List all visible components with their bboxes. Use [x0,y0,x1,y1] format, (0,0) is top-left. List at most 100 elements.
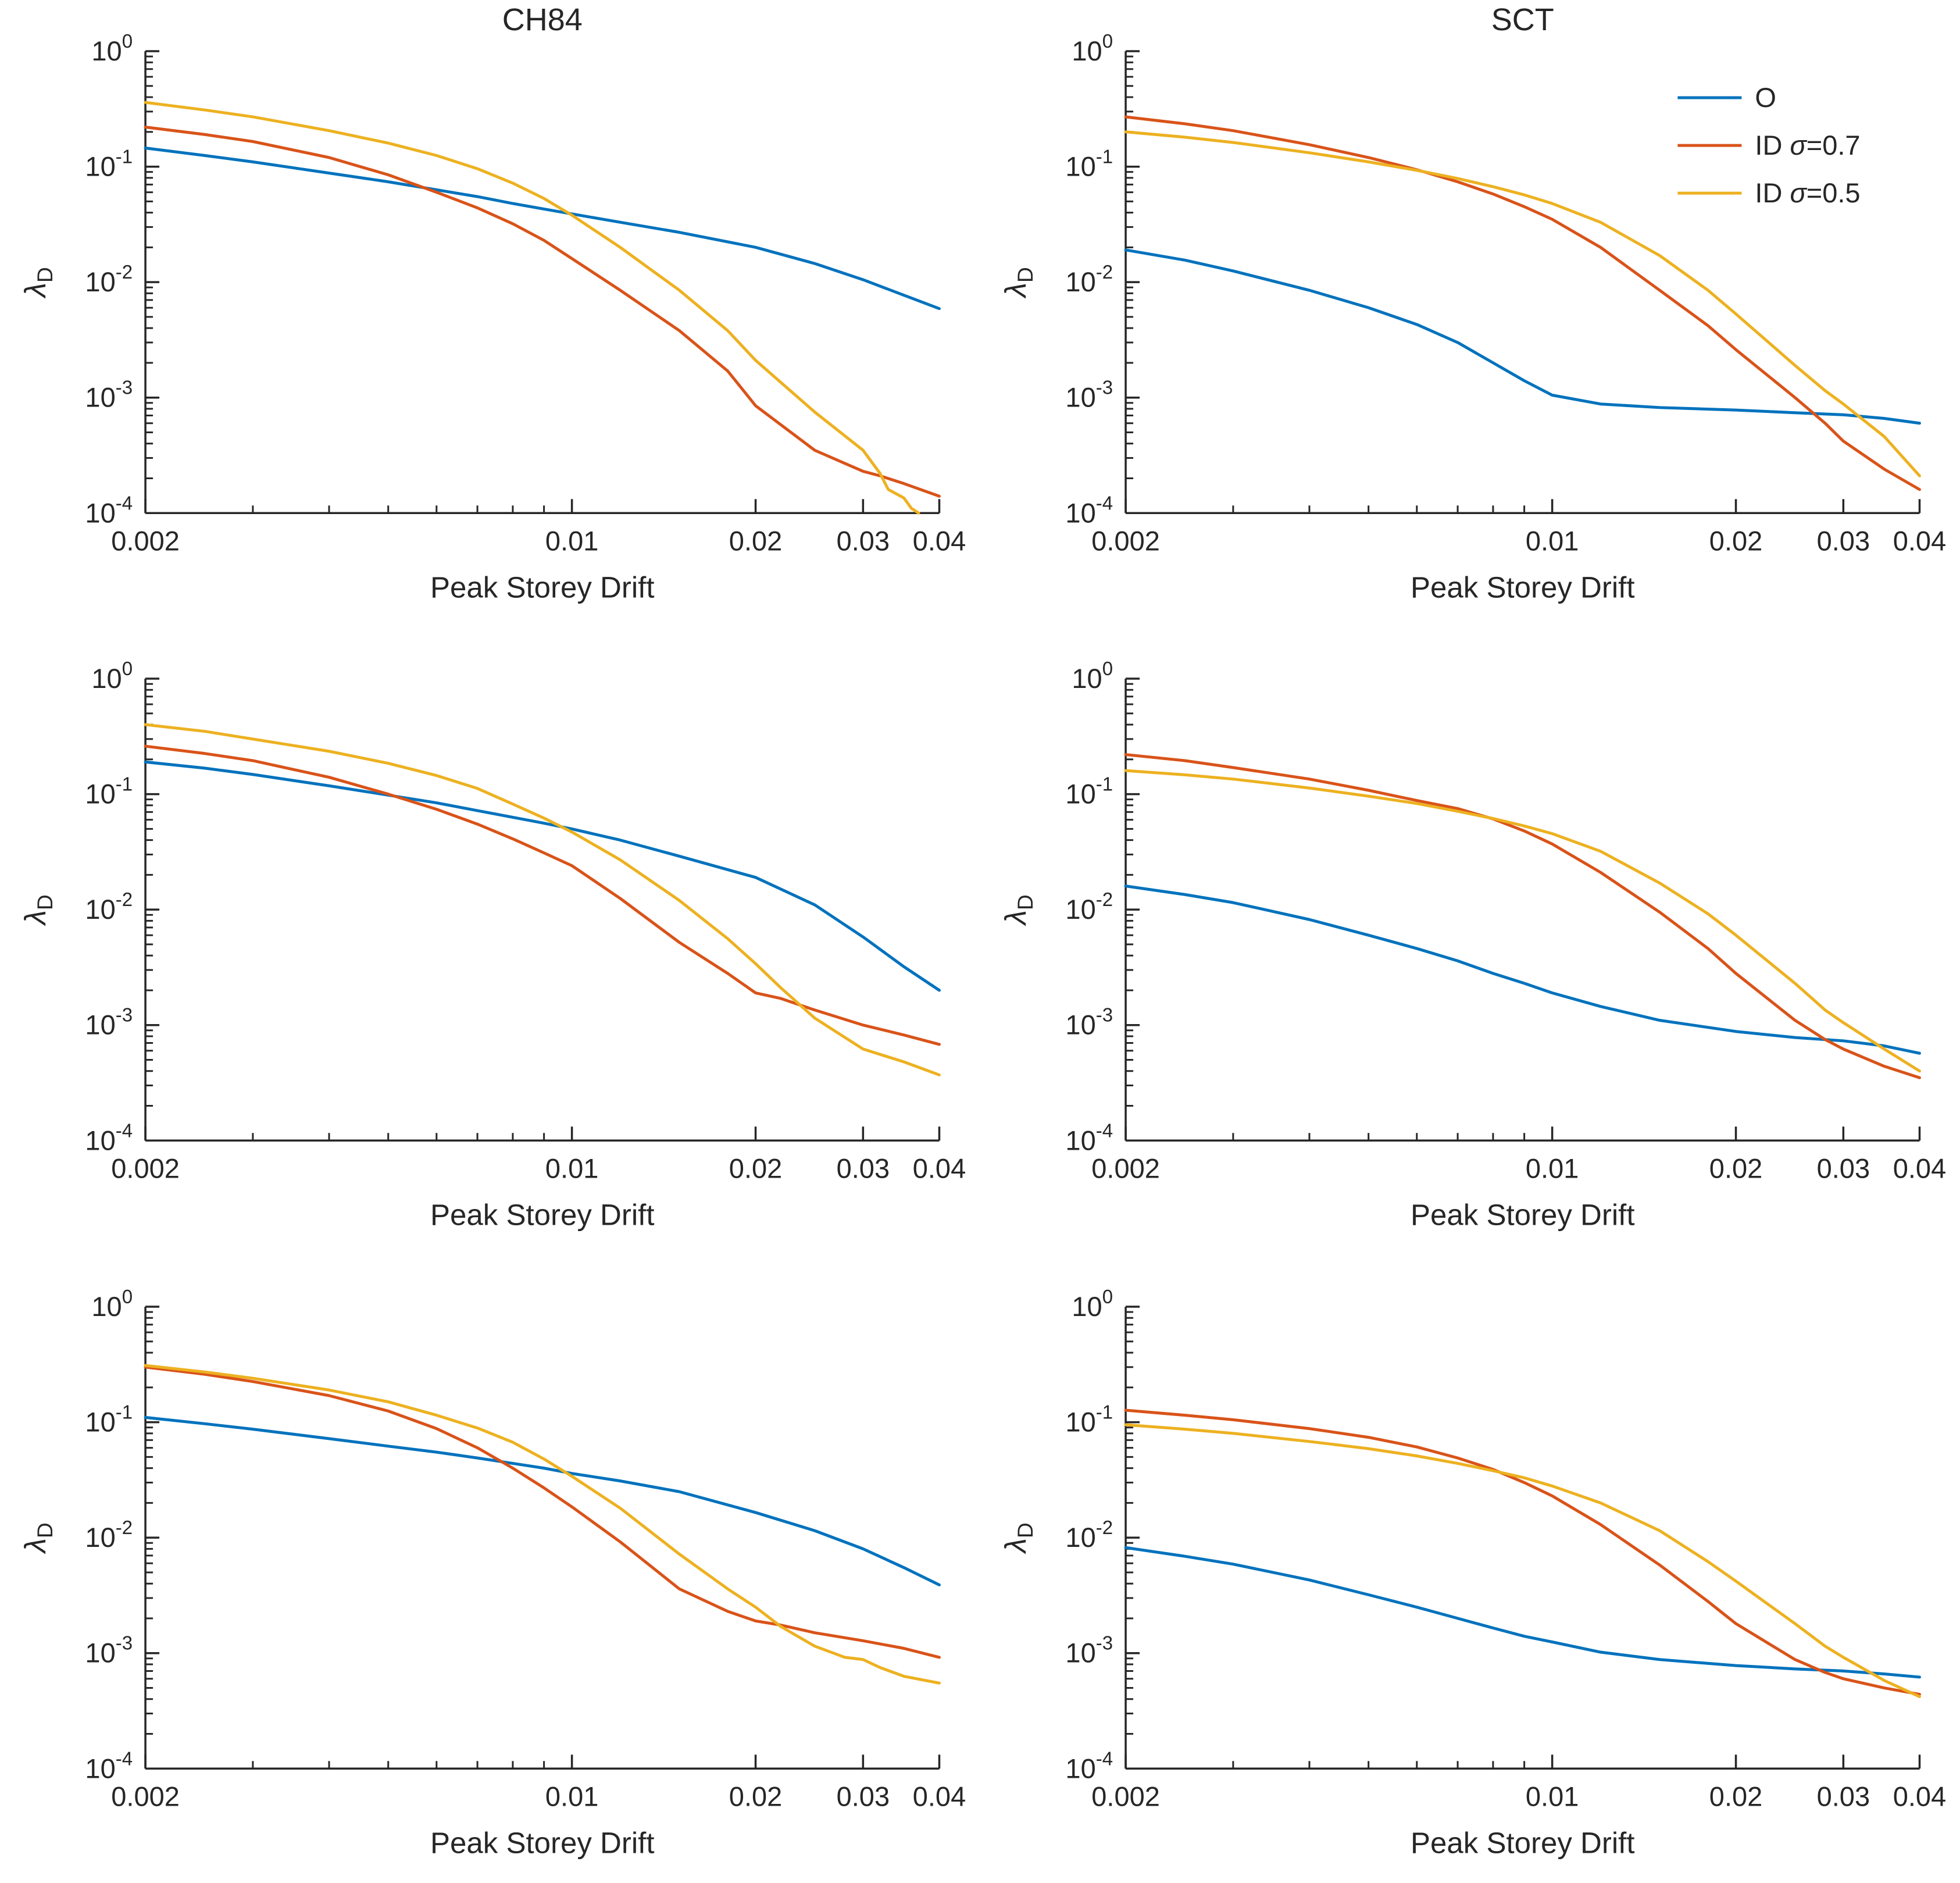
series-line-ID σ=0.7 [1124,753,1921,1080]
series-line-ID σ=0.5 [1124,130,1921,477]
series-line-O [1124,248,1921,425]
x-tick-label: 0.04 [1893,525,1945,556]
x-tick-label: 0.04 [913,525,966,556]
legend-label: O [1755,82,1776,113]
legend-label: ID σ=0.5 [1755,177,1860,208]
x-tick-label: 0.002 [1091,1153,1160,1184]
y-tick-label: 10-1 [85,146,133,182]
x-axis-label: Peak Storey Drift [430,1826,654,1859]
x-tick-label: 0.03 [1816,1153,1869,1184]
legend: O ID σ=0.7 ID σ=0.5 [1677,82,1860,208]
series-line-ID σ=0.7 [144,126,941,498]
y-tick-label: 100 [1072,30,1113,66]
y-tick-label: 100 [91,1286,133,1322]
y-tick-label: 10-2 [85,1517,133,1553]
axes [1124,1305,1920,1770]
x-axis-label: Peak Storey Drift [1411,1199,1634,1232]
y-tick-label: 10-3 [85,1632,133,1668]
x-tick-label: 0.01 [545,525,598,556]
x-tick-label: 0.002 [111,1153,180,1184]
chart-svg: 0.002 0.01 0.02 0.03 0.04 100 10-1 10-2 10-3 10-4… [19,1286,966,1859]
series-line-O [1124,885,1921,1055]
x-tick-label: 0.02 [729,525,782,556]
y-tick-label: 10-4 [1065,1120,1113,1156]
axes [144,1305,941,1770]
subplot-ch84-row2: 0.002 0.01 0.02 0.03 0.04 100 10-1 10-2 10-3 10-4… [0,627,980,1255]
axes [144,50,941,515]
x-axis-label: Peak Storey Drift [430,1199,654,1232]
legend-label: ID σ=0.7 [1755,130,1860,161]
x-axis-label: Peak Storey Drift [1411,570,1634,604]
series-line-ID σ=0.5 [144,723,941,1077]
y-tick-label: 10-1 [85,773,133,809]
y-tick-label: 10-3 [1065,1004,1113,1040]
y-axis-label: λD [999,1522,1037,1554]
series-line-ID σ=0.7 [144,1365,941,1659]
x-tick-label: 0.02 [729,1781,782,1811]
y-tick-label: 10-1 [1065,773,1113,809]
series-line-O [144,147,941,311]
x-tick-label: 0.002 [111,1781,180,1811]
x-tick-label: 0.01 [1525,525,1578,556]
series-line-ID σ=0.7 [144,744,941,1046]
axes [1124,50,1920,515]
subplot-ch84-row1: CH84 0.002 0.01 0.02 0.03 0.04 100 10-1 10-2 10-3… [0,0,980,627]
x-tick-label: 0.01 [545,1153,598,1184]
series-line-ID σ=0.5 [1124,769,1921,1073]
x-tick-label: 0.04 [1893,1153,1945,1184]
chart-svg: CH84 0.002 0.01 0.02 0.03 0.04 100 10-1 10-2 10-3… [19,2,966,604]
chart-title: SCT [1491,2,1554,37]
chart-title: CH84 [502,2,583,37]
x-axis-label: Peak Storey Drift [430,570,654,604]
y-tick-label: 10-1 [85,1401,133,1437]
chart-svg: 0.002 0.01 0.02 0.03 0.04 100 10-1 10-2 10-3 10-4… [999,658,1946,1232]
x-tick-label: 0.03 [837,1781,890,1811]
y-axis-label: λD [999,267,1037,299]
x-tick-label: 0.002 [1091,1781,1160,1811]
y-tick-label: 10-4 [85,1120,133,1156]
x-tick-label: 0.01 [1525,1781,1578,1811]
y-tick-label: 10-2 [85,261,133,297]
y-tick-label: 10-2 [1065,889,1113,925]
x-tick-label: 0.03 [1816,1781,1869,1811]
x-tick-label: 0.02 [1709,525,1762,556]
y-tick-label: 10-3 [85,1004,133,1040]
y-tick-label: 10-1 [1065,1401,1113,1437]
y-tick-label: 10-3 [85,377,133,413]
y-tick-label: 10-3 [1065,377,1113,413]
x-axis-label: Peak Storey Drift [1411,1826,1634,1859]
series-line-O [1124,1546,1921,1679]
y-tick-label: 10-4 [85,492,133,528]
x-tick-label: 0.04 [1893,1781,1945,1811]
x-tick-label: 0.02 [1709,1153,1762,1184]
y-tick-label: 10-2 [1065,261,1113,297]
x-tick-label: 0.03 [837,1153,890,1184]
axes [144,677,941,1142]
series-line-ID σ=0.5 [144,1364,941,1685]
x-tick-label: 0.03 [837,525,890,556]
y-tick-label: 100 [1072,658,1113,694]
x-tick-label: 0.01 [1525,1153,1578,1184]
chart-svg: SCT 0.002 0.01 0.02 0.03 0.04 100 10-1 10-2 10-3 1… [999,2,1946,604]
x-tick-label: 0.04 [913,1781,966,1811]
series-line-ID σ=0.7 [1124,1408,1921,1696]
x-tick-label: 0.002 [111,525,180,556]
chart-svg: 0.002 0.01 0.02 0.03 0.04 100 10-1 10-2 10-3 10-4… [19,658,966,1232]
y-axis-label: λD [19,895,57,927]
series-line-O [144,1415,941,1586]
x-tick-label: 0.04 [913,1153,966,1184]
y-tick-label: 100 [1072,1286,1113,1322]
y-tick-label: 10-4 [85,1748,133,1784]
series-line-ID σ=0.7 [1124,115,1921,491]
y-axis-label: λD [19,267,57,299]
subplot-ch84-row3: 0.002 0.01 0.02 0.03 0.04 100 10-1 10-2 10-3 10-4… [0,1256,980,1883]
y-tick-label: 10-2 [1065,1517,1113,1553]
chart-svg: 0.002 0.01 0.02 0.03 0.04 100 10-1 10-2 10-3 10-4… [999,1286,1946,1859]
x-tick-label: 0.03 [1816,525,1869,556]
subplot-sct-row2: 0.002 0.01 0.02 0.03 0.04 100 10-1 10-2 10-3 10-4… [980,627,1960,1255]
y-tick-label: 10-4 [1065,1748,1113,1784]
x-tick-label: 0.002 [1091,525,1160,556]
y-tick-label: 10-3 [1065,1632,1113,1668]
y-tick-label: 100 [91,658,133,694]
